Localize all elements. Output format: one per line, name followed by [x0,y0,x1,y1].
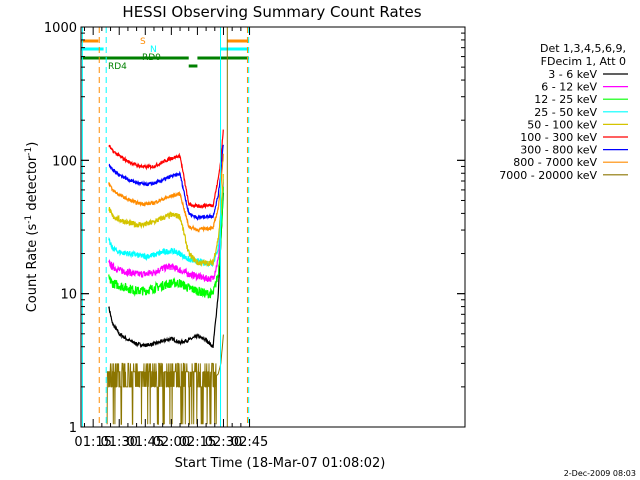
vertical-markers [81,27,250,427]
data-layer [106,129,224,425]
timestamp: 2-Dec-2009 08:03 [564,469,636,478]
x-tick-label-3: 01:45 [127,435,164,450]
series-line-4 [108,179,224,268]
series-line-3 [108,186,224,299]
x-tick-label-2: 01:30 [100,435,137,450]
y-tick-label-4: 1000 [44,21,77,36]
legend-header-2: FDecim 1, Att 0 [541,55,626,68]
legend-label-1: 3 - 6 keV [548,68,597,81]
flag-label-rd0: RD0 [142,53,161,63]
series-line-9 [106,334,224,425]
y-tick-label-3: 100 [52,154,77,169]
y-tick-label-1: 1 [69,421,77,436]
y-label-part3: ) [25,142,40,147]
y-label-sup2: -1 [24,147,34,156]
legend-label-6: 100 - 300 keV [520,131,597,144]
y-label-sup1: -1 [24,215,34,224]
legend-label-5: 50 - 100 keV [527,118,597,131]
series-line-5 [108,173,224,268]
legend-label-2: 6 - 12 keV [541,81,597,94]
x-tick-label-7: 02:45 [231,435,268,450]
legend-header-1: Det 1,3,4,5,6,9, [540,42,626,55]
legend: Det 1,3,4,5,6,9,FDecim 1, Att 03 - 6 keV… [499,42,628,182]
y-label-part2: detector [25,155,40,215]
series-line-2 [108,181,224,283]
legend-label-8: 800 - 7000 keV [513,156,597,169]
series-line-8 [108,153,224,233]
legend-label-3: 12 - 25 keV [534,93,597,106]
flag-label-n: N [150,45,157,55]
y-axis-ticks: 1 10 100 1000 [44,21,465,436]
y-label-part1: Count Rate (s [25,224,40,313]
plot-frame [80,26,466,428]
x-axis-label: Start Time (18-Mar-07 01:08:02) [175,456,386,471]
y-tick-label-2: 10 [60,288,77,303]
chart-title: HESSI Observing Summary Count Rates [122,3,421,21]
legend-label-9: 7000 - 20000 keV [499,169,597,182]
x-tick-label-6: 02:30 [205,435,242,450]
flag-label-s: S [140,37,146,47]
series-line-6 [108,129,224,210]
legend-label-7: 300 - 800 keV [520,144,597,157]
series-line-1 [108,192,224,349]
y-axis-label: Count Rate (s-1 detector-1) [24,142,40,313]
series-line-7 [108,144,224,221]
x-tick-label-5: 02:15 [179,435,216,450]
x-tick-label-1: 01:15 [74,435,111,450]
flag-label-rd4: RD4 [108,62,127,72]
x-tick-label-4: 02:00 [153,435,190,450]
legend-label-4: 25 - 50 keV [534,106,597,119]
